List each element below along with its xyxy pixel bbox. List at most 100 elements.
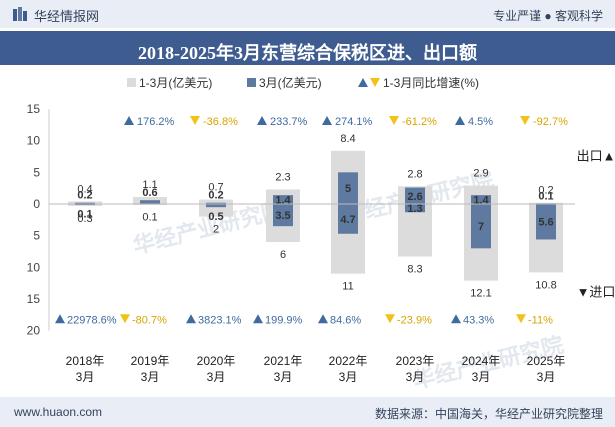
- chart-plot: 华经产业研究院华经产业研究院华经产业研究院1-3月(亿美元)3月(亿美元)1-3…: [27, 75, 615, 393]
- growth-down-icon: [520, 116, 530, 126]
- growth-up-icon: [322, 116, 332, 126]
- growth-export-label: 176.2%: [137, 116, 175, 128]
- label-month-import: 1.3: [407, 203, 422, 215]
- y-tick-label: 0: [33, 197, 40, 211]
- label-cumulative-import: 0.1: [142, 212, 157, 224]
- label-cumulative-export: 0.7: [208, 182, 223, 194]
- label-month-import: 3.5: [275, 210, 290, 222]
- label-month-import: 5.6: [538, 217, 553, 229]
- growth-down-icon: [385, 314, 395, 324]
- x-tick-label: 2018年 3月: [66, 354, 105, 384]
- label-month-export: 1.4: [473, 195, 489, 207]
- y-tick-label: 10: [27, 260, 41, 274]
- legend-triangle-down-icon: [370, 78, 380, 87]
- bar-month-import: [206, 204, 226, 208]
- growth-import-label: 84.6%: [330, 314, 361, 326]
- bar-month-export: [140, 200, 160, 204]
- x-tick-label: 2023年 3月: [396, 354, 435, 384]
- growth-up-icon: [257, 116, 267, 126]
- growth-up-icon: [55, 314, 65, 324]
- x-tick-label: 2022年 3月: [329, 354, 368, 384]
- legend-triangle-up-icon: [358, 78, 368, 87]
- growth-import-label: 3823.1%: [198, 314, 242, 326]
- y-tick-label: 15: [27, 292, 41, 306]
- label-month-export: 5: [345, 183, 351, 195]
- legend-swatch-cumulative: [127, 78, 136, 87]
- label-month-import: 7: [478, 221, 484, 233]
- label-cumulative-export: 2.3: [275, 171, 290, 183]
- growth-up-icon: [455, 116, 465, 126]
- y-tick-label: 20: [27, 324, 41, 338]
- x-tick-label: 2020年 3月: [197, 354, 236, 384]
- y-tick-label: 5: [33, 165, 40, 179]
- x-tick-label: 2024年 3月: [462, 354, 501, 384]
- growth-import-label: 22978.6%: [67, 314, 117, 326]
- bar-month-import: [536, 204, 556, 240]
- growth-import-label: -80.7%: [132, 314, 167, 326]
- bar-cumulative-export: [199, 199, 233, 204]
- y-tick-label: 5: [33, 229, 40, 243]
- label-cumulative-export: 8.4: [340, 133, 355, 145]
- label-month-import: 0.1: [77, 209, 92, 221]
- label-month-import: 0.5: [208, 211, 223, 223]
- label-cumulative-import: 11: [342, 281, 353, 293]
- data-source: 数据来源：中国海关，华经产业研究院整理: [374, 407, 603, 421]
- brand-slogan: 专业严谨 ● 客观科学: [493, 9, 603, 23]
- legend-swatch-month: [247, 78, 256, 87]
- huajing-logo-icon: [13, 7, 27, 21]
- legend-label-month: 3月(亿美元): [259, 75, 322, 90]
- bar-month-export: [206, 202, 226, 204]
- bar-month-import: [471, 204, 491, 249]
- brand-name: 华经情报网: [34, 9, 100, 24]
- growth-export-label: 233.7%: [270, 116, 308, 128]
- label-cumulative-export: 2.8: [407, 168, 422, 180]
- label-cumulative-import: 10.8: [535, 279, 556, 291]
- label-cumulative-import: 12.1: [470, 288, 491, 300]
- label-cumulative-export: 0.4: [77, 183, 92, 195]
- label-cumulative-import: 0.3: [77, 213, 92, 225]
- label-month-import: 4.7: [340, 214, 355, 226]
- label-month-export: 2.6: [407, 191, 422, 203]
- bar-month-export: [338, 172, 358, 204]
- growth-export-label: 4.5%: [468, 116, 493, 128]
- header-bar: [0, 0, 615, 28]
- x-tick-label: 2025年 3月: [527, 354, 566, 384]
- bar-month-export: [75, 202, 95, 204]
- growth-down-icon: [190, 116, 200, 126]
- growth-up-icon: [186, 314, 196, 324]
- growth-import-label: -23.9%: [397, 314, 432, 326]
- bar-month-export: [405, 187, 425, 204]
- label-cumulative-import: 6: [280, 249, 286, 261]
- chart-title: 2018-2025年3月东营综合保税区进、出口额: [138, 43, 477, 63]
- growth-export-label: -92.7%: [533, 116, 568, 128]
- title-bar: [0, 31, 615, 65]
- x-tick-label: 2019年 3月: [131, 354, 170, 384]
- x-tick-label: 2021年 3月: [264, 354, 303, 384]
- label-month-export: 0.2: [208, 190, 223, 202]
- y-tick-label: 15: [27, 102, 41, 116]
- growth-export-label: 274.1%: [335, 116, 373, 128]
- label-month-export: 0.1: [538, 190, 553, 202]
- legend-label-growth: 1-3月同比增速(%): [383, 76, 479, 90]
- growth-up-icon: [318, 314, 328, 324]
- label-cumulative-import: 8.3: [407, 264, 422, 276]
- bar-month-export: [471, 195, 491, 204]
- label-month-export: 1.4: [275, 195, 291, 207]
- bar-month-export: [273, 195, 293, 204]
- growth-up-icon: [451, 314, 461, 324]
- growth-down-icon: [389, 116, 399, 126]
- label-cumulative-import: 2: [213, 224, 219, 236]
- growth-import-label: 43.3%: [463, 314, 494, 326]
- import-side-label: ▼进口: [577, 285, 615, 300]
- bar-cumulative-import: [398, 204, 432, 257]
- growth-export-label: -36.8%: [203, 116, 238, 128]
- label-cumulative-export: 2.9: [473, 168, 488, 180]
- export-side-label: 出口▲: [577, 149, 615, 164]
- y-tick-label: 10: [27, 134, 41, 148]
- growth-up-icon: [253, 314, 263, 324]
- growth-import-label: -11%: [528, 314, 553, 326]
- bar-month-import: [405, 204, 425, 213]
- label-cumulative-export: 0.2: [538, 185, 553, 197]
- growth-down-icon: [516, 314, 526, 324]
